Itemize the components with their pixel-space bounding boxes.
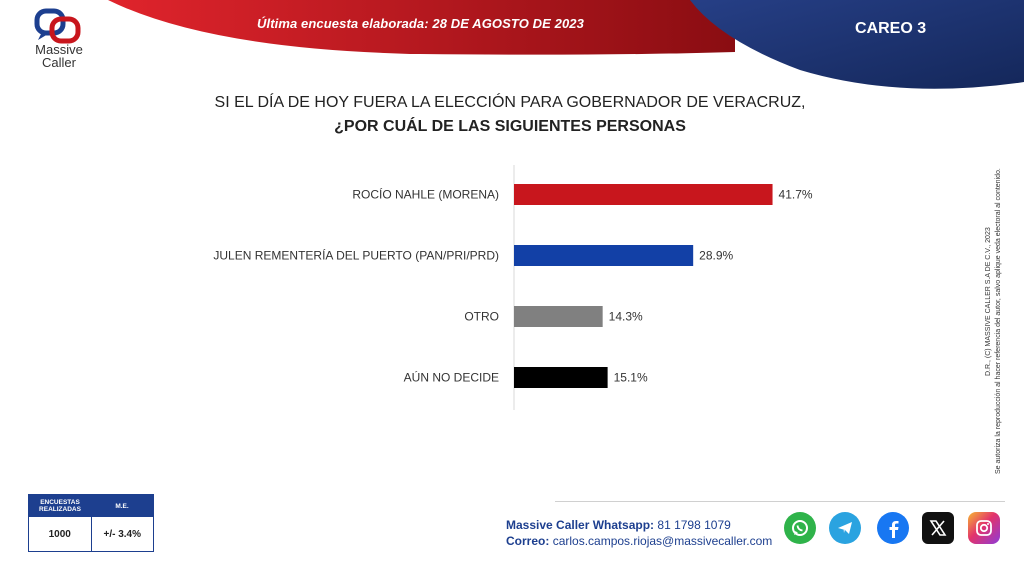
surveys-header: ENCUESTAS REALIZADAS <box>39 499 81 513</box>
facebook-icon[interactable] <box>877 512 909 544</box>
whatsapp-contact: Massive Caller Whatsapp: 81 1798 1079 <box>506 518 731 532</box>
email-contact: Correo: carlos.campos.riojas@massivecall… <box>506 534 772 548</box>
whatsapp-number[interactable]: 81 1798 1079 <box>657 518 731 532</box>
bar <box>514 367 608 388</box>
category-label: AÚN NO DECIDE <box>404 370 499 385</box>
careo-label: CAREO 3 <box>855 20 927 37</box>
value-label: 41.7% <box>779 188 813 202</box>
bar <box>514 245 694 266</box>
bar <box>514 306 603 327</box>
value-label: 28.9% <box>699 249 733 263</box>
margin-error-header: M.E. <box>115 502 129 510</box>
margin-error-value: +/- 3.4% <box>103 528 142 540</box>
telegram-icon[interactable] <box>829 512 861 544</box>
header-banner <box>108 0 1024 89</box>
survey-date-label: Última encuesta elaborada: 28 DE AGOSTO … <box>257 16 584 31</box>
copyright-text: D.R., (C) MASSIVE CALLER S.A DE C.V., 20… <box>985 227 992 376</box>
survey-info-box: ENCUESTAS REALIZADAS M.E. 1000 +/- 3.4% <box>28 494 154 552</box>
value-label: 15.1% <box>614 371 648 385</box>
logo-name: Massive <box>35 42 83 57</box>
value-label: 14.3% <box>609 310 643 324</box>
bar <box>514 184 773 205</box>
question-line-1: SI EL DÍA DE HOY FUERA LA ELECCIÓN PARA … <box>214 94 806 111</box>
whatsapp-label: Massive Caller Whatsapp: <box>506 518 655 532</box>
surveys-count: 1000 <box>29 517 92 551</box>
logo-subname: Caller <box>42 55 76 70</box>
email-label: Correo: <box>506 534 550 548</box>
email-address[interactable]: carlos.campos.riojas@massivecaller.com <box>552 534 773 548</box>
footer-divider <box>555 501 1005 502</box>
category-label: OTRO <box>464 310 499 324</box>
category-label: JULEN REMENTERÍA DEL PUERTO (PAN/PRI/PRD… <box>213 248 499 263</box>
x-icon[interactable] <box>922 512 954 544</box>
category-label: ROCÍO NAHLE (MORENA) <box>352 187 499 202</box>
whatsapp-icon[interactable] <box>784 512 816 544</box>
massive-caller-logo <box>34 8 81 44</box>
instagram-icon[interactable] <box>968 512 1000 544</box>
question-line-2: ¿POR CUÁL DE LAS SIGUIENTES PERSONAS <box>334 118 686 135</box>
reproduction-notice: Se autoriza la reproducción al hacer ref… <box>995 168 1002 474</box>
